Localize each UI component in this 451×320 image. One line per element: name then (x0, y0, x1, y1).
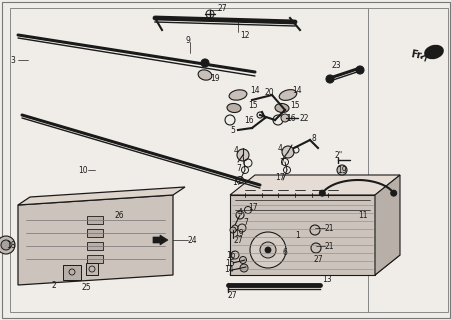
Bar (86, 263, 98, 275)
Text: 27: 27 (227, 291, 237, 300)
Text: 10: 10 (78, 165, 87, 174)
Text: 7: 7 (243, 218, 247, 227)
FancyArrow shape (152, 235, 168, 245)
Ellipse shape (0, 236, 15, 254)
Text: 15: 15 (225, 259, 234, 268)
Circle shape (239, 257, 246, 263)
Text: 3: 3 (10, 55, 15, 65)
Text: 19: 19 (234, 228, 243, 237)
Circle shape (264, 247, 271, 253)
Ellipse shape (226, 103, 240, 113)
Ellipse shape (198, 70, 212, 80)
Text: 16: 16 (285, 114, 295, 123)
Circle shape (336, 165, 346, 175)
Text: 14: 14 (224, 266, 233, 275)
Ellipse shape (229, 90, 246, 100)
Text: 17: 17 (231, 178, 241, 187)
Circle shape (259, 242, 276, 258)
Circle shape (281, 146, 293, 158)
Ellipse shape (423, 45, 443, 59)
Text: 7: 7 (235, 164, 240, 172)
Text: 23: 23 (331, 60, 341, 69)
Circle shape (1, 240, 11, 250)
Ellipse shape (279, 90, 296, 100)
Bar (87, 216, 103, 224)
Text: 11: 11 (357, 211, 367, 220)
Text: 16: 16 (244, 116, 253, 124)
Circle shape (230, 227, 235, 233)
Text: 15: 15 (248, 100, 257, 109)
Polygon shape (18, 187, 184, 205)
Text: 12: 12 (239, 30, 249, 39)
Text: 21: 21 (324, 223, 334, 233)
Text: 15: 15 (290, 100, 299, 109)
Bar (87, 229, 103, 237)
Bar (87, 255, 103, 263)
Text: 20: 20 (264, 87, 274, 97)
Text: Fr.: Fr. (409, 49, 424, 61)
Text: 9: 9 (186, 36, 190, 44)
Text: 4: 4 (238, 207, 242, 217)
Bar (10, 8, 367, 312)
Polygon shape (230, 195, 374, 275)
Text: 4: 4 (234, 146, 238, 155)
Polygon shape (230, 255, 399, 275)
Text: 6: 6 (282, 247, 287, 257)
Text: 19: 19 (336, 165, 346, 174)
Text: 26: 26 (115, 211, 124, 220)
Circle shape (235, 211, 244, 219)
Text: 14: 14 (291, 85, 301, 94)
Text: 21: 21 (324, 242, 334, 251)
Circle shape (201, 59, 208, 67)
Text: 24: 24 (188, 236, 197, 244)
Text: 13: 13 (321, 276, 331, 284)
Polygon shape (374, 175, 399, 275)
Text: 1: 1 (295, 230, 299, 239)
Text: 27: 27 (313, 255, 323, 265)
Text: 27: 27 (234, 236, 243, 244)
Text: 5: 5 (230, 125, 235, 134)
Text: 16: 16 (226, 251, 235, 260)
Bar (367, 8, 447, 312)
Text: 19: 19 (210, 74, 219, 83)
Circle shape (390, 190, 396, 196)
Circle shape (239, 264, 248, 272)
Bar (63, 265, 81, 280)
Polygon shape (18, 195, 173, 285)
Circle shape (309, 225, 319, 235)
Text: 27: 27 (217, 4, 227, 12)
Text: 8: 8 (311, 133, 316, 142)
Circle shape (238, 224, 245, 232)
Bar (87, 242, 103, 250)
Text: 17: 17 (248, 203, 257, 212)
Text: 14: 14 (249, 85, 259, 94)
Text: 25: 25 (82, 284, 92, 292)
Text: 17: 17 (274, 172, 284, 181)
Circle shape (318, 190, 325, 196)
Text: 2: 2 (52, 281, 57, 290)
Circle shape (325, 75, 333, 83)
Text: 4: 4 (277, 143, 282, 153)
Text: 18: 18 (6, 241, 15, 250)
Polygon shape (230, 175, 399, 195)
Text: 2": 2" (334, 150, 342, 159)
Circle shape (355, 66, 363, 74)
Circle shape (281, 114, 288, 122)
Circle shape (310, 243, 320, 253)
Text: 22: 22 (299, 114, 309, 123)
Circle shape (236, 149, 249, 161)
Text: 7: 7 (278, 157, 283, 166)
Ellipse shape (274, 103, 288, 113)
Circle shape (249, 232, 285, 268)
